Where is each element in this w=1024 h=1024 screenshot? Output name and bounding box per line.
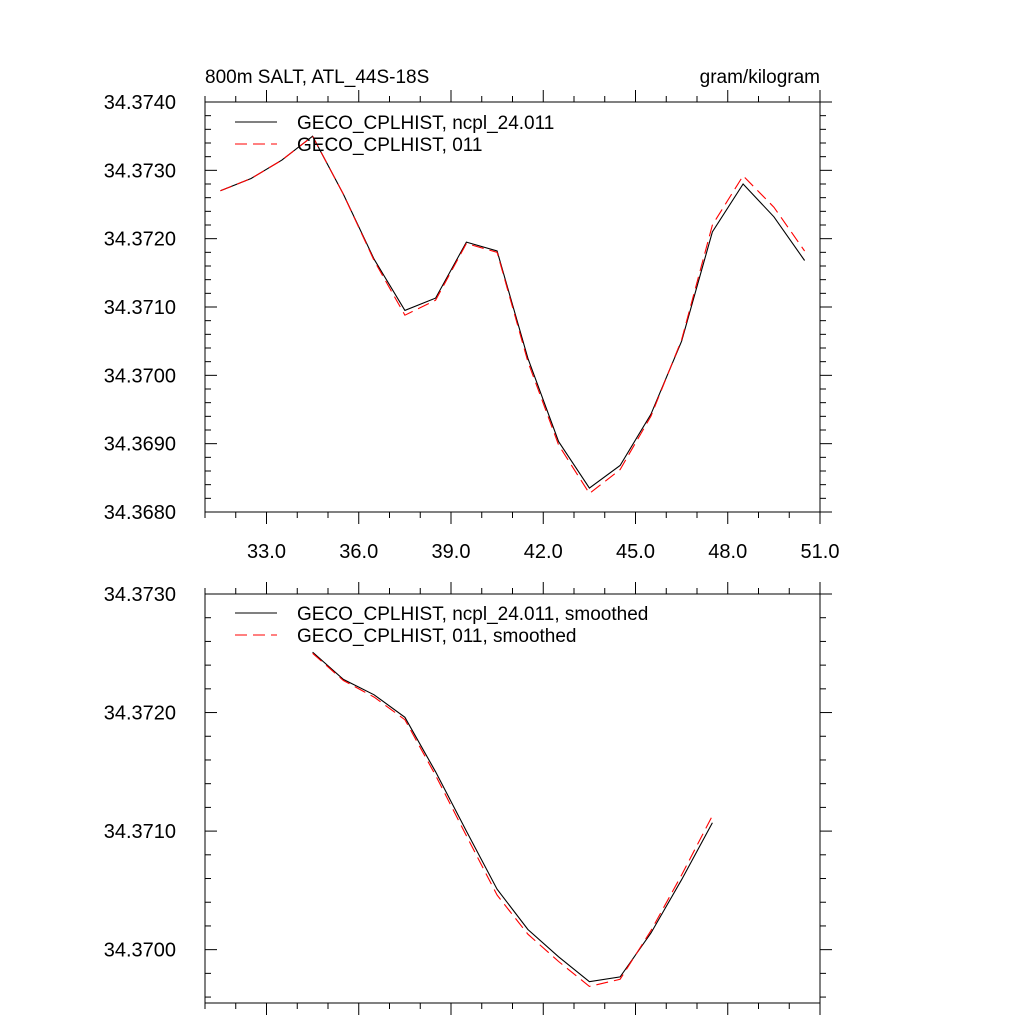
top-plot-title: 800m SALT, ATL_44S-18S — [205, 67, 429, 88]
bottom-series-line-2 — [312, 652, 713, 987]
y-tick-label: 34.3700 — [104, 940, 176, 962]
top-plot-units: gram/kilogram — [700, 67, 820, 88]
x-tick-label: 48.0 — [708, 541, 747, 563]
x-tick-label: 45.0 — [616, 541, 655, 563]
y-tick-label: 34.3720 — [104, 229, 176, 251]
top-legend-label-2: GECO_CPLHIST, 011 — [297, 135, 483, 156]
y-tick-label: 34.3680 — [104, 502, 176, 524]
x-tick-label: 33.0 — [247, 541, 286, 563]
top-series-line-2 — [220, 135, 806, 495]
bottom-plot-series — [312, 651, 713, 987]
bottom-plot-panel: 34.3700 34.3710 34.3720 34.3730 GECO_CPLHIS… — [104, 582, 832, 1015]
top-plot-panel: 800m SALT, ATL_44S-18S gram/kilogram 33.… — [104, 67, 840, 563]
y-tick-label: 34.3710 — [104, 821, 176, 843]
y-tick-label: 34.3730 — [104, 584, 176, 606]
top-plot-ticks: 33.0 36.0 39.0 42.0 45.0 48.0 51.0 34.3680 34.36… — [104, 90, 840, 563]
bottom-legend-label-1: GECO_CPLHIST, ncpl_24.011, smoothed — [297, 604, 648, 625]
y-tick-label: 34.3710 — [104, 297, 176, 319]
y-tick-label: 34.3690 — [104, 434, 176, 456]
y-tick-label: 34.3720 — [104, 703, 176, 725]
top-legend-label-1: GECO_CPLHIST, ncpl_24.011 — [297, 113, 554, 134]
y-tick-label: 34.3740 — [104, 92, 176, 114]
x-tick-label: 36.0 — [339, 541, 378, 563]
top-plot-series — [220, 135, 806, 495]
x-tick-label: 42.0 — [524, 541, 563, 563]
bottom-legend-label-2: GECO_CPLHIST, 011, smoothed — [297, 626, 577, 647]
y-tick-label: 34.3700 — [104, 365, 176, 387]
bottom-series-line-1 — [312, 651, 713, 983]
y-tick-label: 34.3730 — [104, 160, 176, 182]
x-tick-label: 39.0 — [432, 541, 471, 563]
bottom-plot-legend: GECO_CPLHIST, ncpl_24.011, smoothedGECO_… — [235, 604, 648, 647]
x-tick-label: 51.0 — [801, 541, 840, 563]
bottom-plot-ticks: 34.3700 34.3710 34.3720 34.3730 — [104, 582, 832, 1015]
